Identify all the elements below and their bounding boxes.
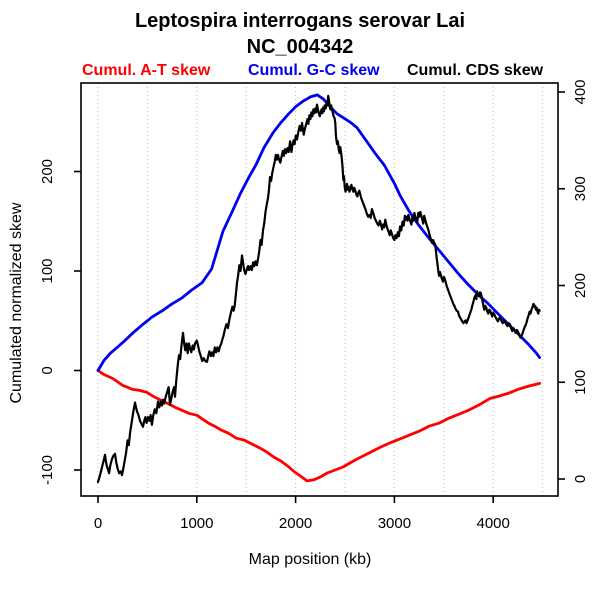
legend-item-at-skew: Cumul. A-T skew [82,62,211,79]
legend-item-cds-skew: Cumul. CDS skew [407,62,544,79]
x-tick-label: 0 [94,515,102,532]
series-cumul-cds-skew [96,94,541,483]
y-right-tick-label: 300 [572,176,589,201]
series-cumul-a-t-skew [96,369,541,483]
legend-item-gc-skew: Cumul. G-C skew [248,62,380,79]
x-axis-label: Map position (kb) [248,551,372,568]
y-axis-label: Cumulated normalized skew [8,202,25,404]
y-right-tick-label: 400 [572,79,589,104]
x-tick-label: 1000 [180,515,213,532]
x-tick-label: 3000 [378,515,411,532]
chart-title: Leptospira interrogans serovar Lai [134,10,466,32]
y-right-tick-label: 0 [572,475,589,483]
y-right-tick-label: 100 [572,370,589,395]
y-right-tick-label: 200 [572,273,589,298]
x-tick-label: 4000 [477,515,510,532]
y-left-tick-label: 100 [39,258,56,283]
y-left-tick-label: 200 [39,159,56,184]
y-left-tick-label: -100 [39,455,56,485]
x-tick-label: 2000 [279,515,312,532]
series-cumul-g-c-skew [96,93,541,372]
plot-box [80,82,559,497]
chart-subtitle: NC_004342 [246,36,354,58]
y-left-tick-label: 0 [39,366,56,374]
